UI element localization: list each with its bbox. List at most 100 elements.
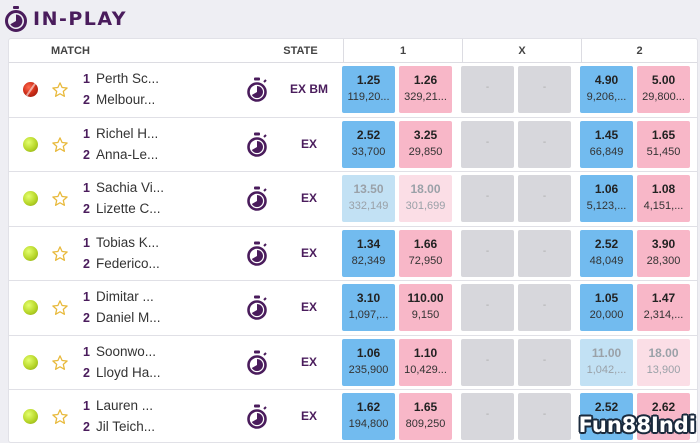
team-1[interactable]: 1 Dimitar ... (83, 289, 154, 304)
match-row[interactable]: 1 Richel H... 2 Anna-Le... EX 2.52 33,700 3.25 2… (9, 118, 697, 172)
odds-draw-lay: - (518, 338, 571, 386)
odds-home-lay[interactable]: 1.65 809,250 (399, 393, 452, 440)
team-name: Sachia Vi... (96, 180, 165, 195)
team-name: Federico... (96, 255, 160, 271)
team-name: Soonwo... (96, 343, 157, 359)
odds-size: 28,300 (646, 254, 681, 267)
odds-price: - (485, 191, 490, 202)
team-1[interactable]: 1 Richel H... (83, 126, 158, 141)
team-2[interactable]: 2 Melbour... (83, 92, 155, 107)
odds-price: 2.52 (356, 127, 381, 142)
odds-price: - (542, 409, 547, 420)
odds-home-lay[interactable]: 1.66 72,950 (399, 229, 452, 277)
odds-draw-back: - (461, 393, 514, 440)
star-icon[interactable] (51, 408, 69, 426)
odds-away-back[interactable]: 1.45 66,849 (580, 120, 633, 168)
odds-size: 33,700 (351, 145, 386, 158)
odds-size: 29,800... (642, 91, 685, 103)
odds-size: 2,314,... (643, 309, 684, 321)
odds-price: - (542, 136, 547, 148)
col-state: STATE (283, 44, 318, 57)
page-title: IN-PLAY (33, 8, 128, 30)
odds-price: 3.90 (651, 236, 676, 251)
odds-away-lay[interactable]: 5.00 29,800... (637, 66, 690, 113)
odds-away-back[interactable]: 1.06 5,123,... (580, 175, 633, 222)
team-2[interactable]: 2 Federico... (83, 256, 160, 271)
odds-price: 1.08 (651, 182, 676, 196)
odds-size: 51,450 (646, 145, 681, 158)
col-draw: X (462, 39, 581, 62)
team-2[interactable]: 2 Lloyd Ha... (83, 365, 161, 380)
market-state: EX BM (289, 82, 328, 96)
match-row[interactable]: 1 Perth Sc... 2 Melbour... EX BM 1.25 119,20..… (9, 63, 697, 118)
star-icon[interactable] (51, 190, 69, 208)
odds-size: 329,21... (404, 91, 447, 103)
odds-home-back[interactable]: 1.06 235,900 (342, 338, 395, 386)
odds-away-back[interactable]: 11.00 1,042,... (580, 338, 633, 386)
odds-away-back[interactable]: 2.52 48,049 (580, 229, 633, 277)
team-name: Anna-Le... (96, 146, 159, 162)
odds-price: 18.00 (410, 182, 441, 196)
match-row[interactable]: 1 Sachia Vi... 2 Lizette C... EX 13.50 332,149… (9, 172, 697, 227)
star-icon[interactable] (51, 299, 69, 317)
odds-home-back[interactable]: 1.62 194,800 (342, 393, 395, 440)
team-2[interactable]: 2 Jil Teich... (83, 419, 155, 434)
team-1[interactable]: 1 Perth Sc... (83, 71, 159, 86)
odds-home-back[interactable]: 2.52 33,700 (342, 120, 395, 168)
odds-price: - (542, 300, 547, 311)
team-name: Richel H... (96, 125, 159, 141)
tennis-ball-icon (23, 245, 38, 261)
odds-size: 301,699 (405, 200, 446, 212)
odds-away-lay[interactable]: 1.08 4,151,... (637, 175, 690, 222)
star-icon[interactable] (51, 245, 69, 263)
team-2[interactable]: 2 Lizette C... (83, 201, 161, 216)
odds-away-lay[interactable]: 2.62 (637, 393, 690, 440)
odds-size: 194,800 (348, 418, 389, 430)
odds-home-back[interactable]: 3.10 1,097,... (342, 284, 395, 331)
odds-away-lay[interactable]: 1.65 51,450 (637, 120, 690, 168)
odds-price: - (542, 245, 547, 257)
odds-away-lay[interactable]: 3.90 28,300 (637, 229, 690, 277)
odds-price: 1.26 (413, 73, 438, 87)
team-1[interactable]: 1 Lauren ... (83, 398, 153, 413)
match-row[interactable]: 1 Dimitar ... 2 Daniel M... EX 3.10 1,097,... 1… (9, 281, 697, 336)
odds-away-back[interactable]: 1.05 20,000 (580, 284, 633, 331)
team-1[interactable]: 1 Soonwo... (83, 344, 156, 359)
match-row[interactable]: 1 Soonwo... 2 Lloyd Ha... EX 1.06 235,900 1.10 1… (9, 336, 697, 390)
odds-price: 2.52 (594, 400, 619, 414)
odds-home-lay[interactable]: 1.10 10,429... (399, 338, 452, 386)
team-number: 2 (83, 147, 90, 162)
match-row[interactable]: 1 Lauren ... 2 Jil Teich... EX 1.62 194,800 1.6… (9, 390, 697, 442)
odds-away-lay[interactable]: 1.47 2,314,... (637, 284, 690, 331)
odds-price: 1.34 (356, 236, 381, 251)
team-number: 1 (83, 126, 90, 141)
team-1[interactable]: 1 Tobias K... (83, 235, 159, 250)
star-icon[interactable] (51, 81, 69, 99)
odds-draw-back: - (461, 120, 514, 168)
stopwatch-icon (5, 6, 27, 32)
odds-home-lay[interactable]: 3.25 29,850 (399, 120, 452, 168)
match-row[interactable]: 1 Tobias K... 2 Federico... EX 1.34 82,349 1.66… (9, 227, 697, 281)
odds-away-back[interactable]: 4.90 9,206,... (580, 66, 633, 113)
odds-home-lay[interactable]: 110.00 9,150 (399, 284, 452, 331)
odds-home-back[interactable]: 1.25 119,20... (342, 66, 395, 113)
star-icon[interactable] (51, 136, 69, 154)
team-1[interactable]: 1 Sachia Vi... (83, 180, 164, 195)
odds-draw-back: - (461, 175, 514, 222)
odds-price: 1.05 (594, 291, 619, 305)
odds-home-back[interactable]: 1.34 82,349 (342, 229, 395, 277)
odds-home-lay[interactable]: 18.00 301,699 (399, 175, 452, 222)
odds-home-back[interactable]: 13.50 332,149 (342, 175, 395, 222)
team-2[interactable]: 2 Daniel M... (83, 310, 161, 325)
odds-draw-lay: - (518, 175, 571, 222)
team-2[interactable]: 2 Anna-Le... (83, 147, 158, 162)
odds-away-lay[interactable]: 18.00 13,900 (637, 338, 690, 386)
star-icon[interactable] (51, 354, 69, 372)
odds-price: 4.90 (594, 73, 619, 87)
odds-home-lay[interactable]: 1.26 329,21... (399, 66, 452, 113)
odds-price: 1.62 (356, 400, 381, 414)
odds-price: 1.06 (356, 345, 381, 360)
odds-away-back[interactable]: 2.52 (580, 393, 633, 440)
odds-draw-lay: - (518, 66, 571, 113)
team-number: 1 (83, 181, 90, 195)
